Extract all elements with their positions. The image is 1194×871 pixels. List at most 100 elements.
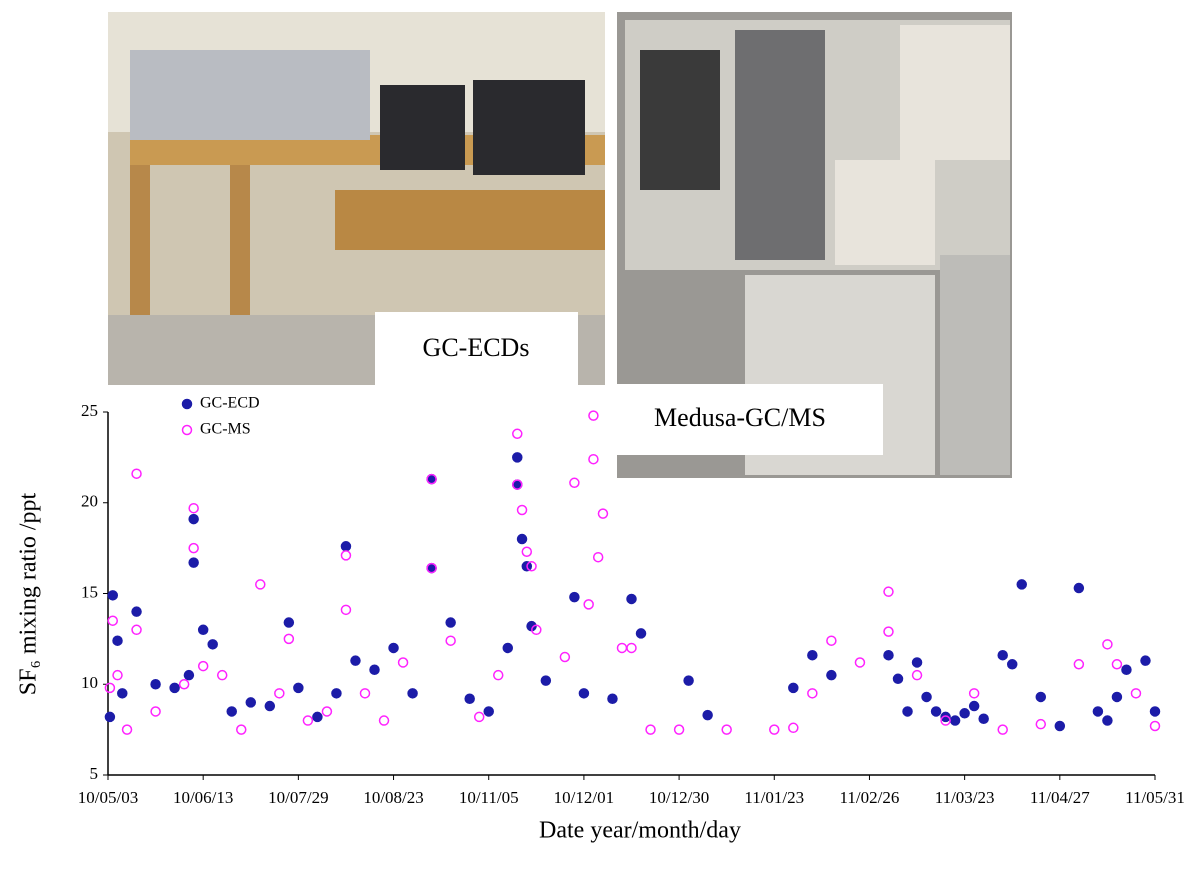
data-point — [788, 682, 799, 694]
data-point — [150, 679, 161, 690]
data-point — [512, 452, 523, 463]
data-point — [512, 479, 523, 490]
data-point — [492, 669, 504, 681]
y-tick-label: 10 — [81, 673, 98, 692]
data-point — [397, 657, 409, 668]
data-point — [512, 428, 523, 440]
data-point — [321, 706, 333, 717]
data-point — [340, 604, 352, 616]
data-point — [131, 606, 142, 617]
x-tick-label: 11/05/31 — [1125, 788, 1185, 807]
data-point — [293, 682, 304, 694]
data-point — [445, 635, 456, 646]
data-point — [245, 697, 257, 708]
data-point — [645, 724, 656, 735]
data-point — [959, 708, 970, 719]
data-point — [978, 713, 989, 724]
data-point — [540, 675, 552, 686]
y-axis-title: SF₆ mixing ratio /ppt — [16, 492, 42, 695]
data-point — [283, 617, 295, 628]
data-point — [1054, 720, 1066, 732]
data-point — [940, 711, 951, 723]
data-point — [721, 724, 732, 735]
data-point — [112, 669, 123, 681]
data-point — [1102, 639, 1113, 650]
data-point — [207, 639, 218, 650]
legend: GC-ECD GC-MS — [181, 395, 260, 438]
data-point — [569, 591, 580, 603]
y-tick-label: 15 — [81, 582, 98, 601]
data-point — [1149, 720, 1161, 732]
data-point — [188, 513, 199, 525]
data-point — [949, 715, 961, 726]
data-point — [940, 715, 951, 726]
data-point — [274, 688, 285, 699]
data-point — [188, 542, 199, 554]
data-point — [516, 504, 528, 516]
data-point — [1102, 715, 1113, 726]
photo-label-box — [617, 384, 883, 455]
data-point — [854, 657, 866, 668]
data-point — [583, 599, 594, 610]
legend-label: GC-ECD — [200, 395, 260, 412]
data-point — [788, 722, 799, 734]
data-point — [626, 642, 637, 654]
data-point — [997, 724, 1008, 735]
data-point — [588, 453, 599, 465]
data-point — [188, 557, 199, 568]
data-point — [578, 688, 590, 699]
data-point — [131, 468, 142, 479]
data-point — [921, 691, 932, 703]
data-point — [559, 651, 571, 663]
photo-label: GC-ECDs — [423, 333, 530, 362]
data-point — [169, 682, 180, 694]
data-point — [407, 688, 418, 699]
data-point — [769, 724, 780, 735]
x-tick-label: 10/05/03 — [78, 788, 138, 807]
data-point — [616, 642, 628, 654]
data-point — [264, 700, 276, 712]
data-point — [226, 706, 237, 717]
data-point — [445, 617, 456, 628]
data-point — [592, 551, 604, 563]
data-point — [521, 546, 533, 558]
data-point — [597, 508, 609, 519]
data-point — [150, 706, 161, 717]
data-point — [255, 579, 266, 590]
data-point — [807, 649, 818, 661]
photo-label-box — [375, 312, 578, 385]
legend-marker — [181, 424, 193, 436]
photo-label: Medusa-GC/MS — [654, 403, 826, 432]
x-tick-label: 11/02/26 — [840, 788, 900, 807]
data-point — [569, 477, 580, 489]
y-tick-label: 25 — [81, 401, 98, 420]
data-point — [197, 660, 209, 672]
data-point — [104, 711, 116, 723]
plot-area: 5 10 15 20 25 10/05/03 10/06/13 10/07/29 10/08/2… — [16, 401, 1185, 844]
data-point — [997, 649, 1008, 661]
data-point — [883, 649, 894, 661]
data-point — [673, 724, 685, 735]
x-tick-label: 10/08/23 — [363, 788, 423, 807]
data-point — [107, 590, 119, 601]
data-point — [968, 700, 980, 712]
data-point — [340, 550, 352, 561]
data-point — [121, 724, 133, 735]
data-point — [1111, 691, 1123, 703]
data-point — [626, 593, 637, 605]
data-point — [183, 669, 195, 681]
x-tick-label: 10/11/05 — [459, 788, 519, 807]
data-point — [350, 655, 361, 666]
data-point — [968, 688, 980, 699]
data-point — [902, 706, 913, 717]
data-point — [107, 615, 119, 626]
data-point — [1035, 691, 1047, 703]
data-point — [104, 682, 116, 694]
x-axis-title: Date year/month/day — [539, 818, 741, 844]
data-point — [331, 688, 342, 699]
data-point — [911, 669, 923, 681]
x-tick-label: 10/12/30 — [649, 788, 709, 807]
data-point — [1140, 655, 1151, 666]
photo-gc-ecd: GC-ECDs — [108, 12, 605, 385]
